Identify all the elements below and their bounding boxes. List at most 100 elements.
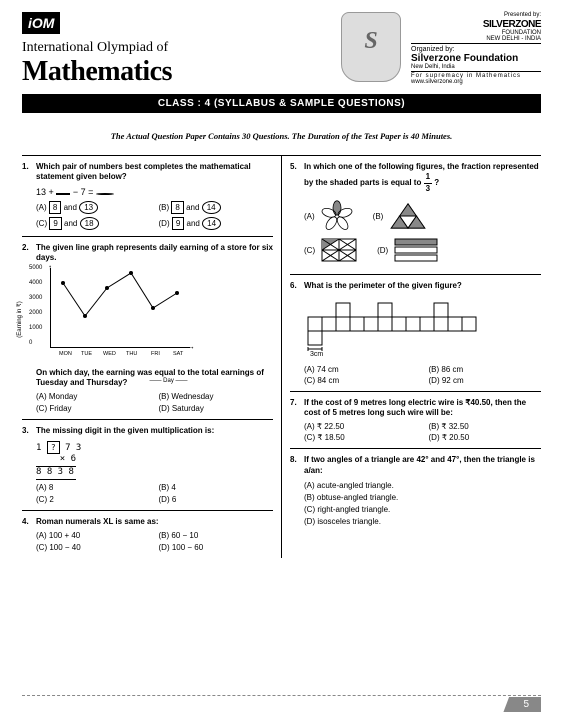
class-bar: CLASS : 4 (SYLLABUS & SAMPLE QUESTIONS) bbox=[22, 94, 541, 113]
q4-opt-c: (C) 100 − 40 bbox=[36, 543, 151, 552]
q7-opt-a: (A) ₹ 22.50 bbox=[304, 422, 417, 431]
q3-body: The missing digit in the given multiplic… bbox=[36, 426, 273, 503]
graph-ylabel: (Earning in ₹) bbox=[16, 301, 23, 338]
q8-options: (A) acute-angled triangle. (B) obtuse-an… bbox=[304, 480, 541, 528]
q8-number: 8. bbox=[290, 455, 304, 528]
logo-badge: iOM bbox=[22, 12, 60, 34]
q5-opt-c: (C) bbox=[304, 238, 357, 262]
graph-xlabel: —— Day —— bbox=[57, 378, 280, 384]
dim-label: 3cm bbox=[310, 351, 323, 357]
y-tick: 2000 bbox=[29, 310, 42, 316]
q5-row1: (A) (B) bbox=[304, 200, 541, 232]
q1-options: (A) 8 and 13 (B) 8 and 14 (C) 9 and 18 (… bbox=[36, 201, 273, 230]
q2-opt-a: (A) Monday bbox=[36, 392, 151, 401]
presented-label: Presented by: bbox=[411, 12, 541, 18]
question-1: 1. Which pair of numbers best completes … bbox=[22, 156, 273, 237]
q3-opt-c: (C) 2 bbox=[36, 495, 151, 504]
x-tick: WED bbox=[103, 351, 116, 357]
q7-options: (A) ₹ 22.50 (B) ₹ 32.50 (C) ₹ 18.50 (D) … bbox=[304, 422, 541, 442]
org-name: Silverzone Foundation bbox=[411, 53, 541, 64]
q7-opt-b: (B) ₹ 32.50 bbox=[429, 422, 542, 431]
notice-text: The Actual Question Paper Contains 30 Qu… bbox=[0, 131, 563, 141]
q1-body: Which pair of numbers best completes the… bbox=[36, 162, 273, 230]
q3-opt-a: (A) 8 bbox=[36, 483, 151, 492]
q6-body: What is the perimeter of the given figur… bbox=[304, 281, 541, 384]
header-top-row: iOM International Olympiad of Mathematic… bbox=[22, 12, 541, 88]
stripes-icon bbox=[394, 238, 438, 262]
q3-multiplication: 1 ? 7 3 × 6 8 8 3 8 bbox=[36, 441, 273, 480]
q2-options: (A) Monday (B) Wednesday (C) Friday (D) … bbox=[36, 392, 273, 413]
graph-polyline bbox=[51, 268, 190, 347]
silverzone-logo: SILVERZONE bbox=[411, 19, 541, 30]
q7-number: 7. bbox=[290, 398, 304, 443]
title-line1: International Olympiad of bbox=[22, 40, 331, 56]
q6-opt-d: (D) 92 cm bbox=[429, 376, 542, 385]
q3-options: (A) 8 (B) 4 (C) 2 (D) 6 bbox=[36, 483, 273, 504]
q2-text: The given line graph represents daily ea… bbox=[36, 243, 273, 264]
q1-number: 1. bbox=[22, 162, 36, 230]
q7-text: If the cost of 9 metres long electric wi… bbox=[304, 398, 541, 419]
q1-opt-a: (A) 8 and 13 bbox=[36, 201, 151, 214]
rect-split-icon bbox=[321, 238, 357, 262]
x-tick: MON bbox=[59, 351, 72, 357]
q5-row2: (C) (D) bbox=[304, 238, 541, 262]
q3-text: The missing digit in the given multiplic… bbox=[36, 426, 273, 436]
q4-opt-d: (D) 100 − 60 bbox=[159, 543, 274, 552]
column-left: 1. Which pair of numbers best completes … bbox=[22, 155, 281, 558]
x-tick: FRI bbox=[151, 351, 160, 357]
y-tick: 3000 bbox=[29, 295, 42, 301]
header-right: Presented by: SILVERZONE FOUNDATIONNEW D… bbox=[411, 12, 541, 85]
q8-opt-d: (D) isosceles triangle. bbox=[304, 516, 541, 528]
q6-opt-a: (A) 74 cm bbox=[304, 365, 417, 374]
q1-opt-c: (C) 9 and 18 bbox=[36, 217, 151, 230]
q1-opt-d: (D) 9 and 14 bbox=[159, 217, 274, 230]
page-number: 5 bbox=[503, 697, 541, 712]
q2-opt-b: (B) Wednesday bbox=[159, 392, 274, 401]
content: 1. Which pair of numbers best completes … bbox=[0, 155, 563, 558]
q5-number: 5. bbox=[290, 162, 304, 268]
q4-opt-b: (B) 60 − 10 bbox=[159, 531, 274, 540]
y-arrow-icon: ↑ bbox=[48, 263, 52, 272]
x-tick: SAT bbox=[173, 351, 183, 357]
q1-text: Which pair of numbers best completes the… bbox=[36, 162, 273, 183]
q1-expression: 13 + − 7 = bbox=[36, 187, 273, 197]
q7-body: If the cost of 9 metres long electric wi… bbox=[304, 398, 541, 443]
header: iOM International Olympiad of Mathematic… bbox=[0, 0, 563, 88]
flower-icon bbox=[321, 200, 353, 232]
q4-number: 4. bbox=[22, 517, 36, 552]
q2-opt-c: (C) Friday bbox=[36, 404, 151, 413]
perimeter-figure: 3cm bbox=[304, 302, 504, 357]
q7-opt-d: (D) ₹ 20.50 bbox=[429, 433, 542, 442]
x-tick: TUE bbox=[81, 351, 92, 357]
header-left: iOM International Olympiad of Mathematic… bbox=[22, 12, 331, 88]
y-tick: 1000 bbox=[29, 325, 42, 331]
title-line2: Mathematics bbox=[22, 56, 331, 88]
q6-text: What is the perimeter of the given figur… bbox=[304, 281, 541, 291]
question-8: 8. If two angles of a triangle are 42° a… bbox=[290, 449, 541, 534]
foundation-label: FOUNDATIONNEW DELHI - INDIA bbox=[411, 30, 541, 44]
organized-label: Organized by: bbox=[411, 46, 541, 53]
q8-opt-c: (C) right-angled triangle. bbox=[304, 504, 541, 516]
q4-opt-a: (A) 100 + 40 bbox=[36, 531, 151, 540]
q3-number: 3. bbox=[22, 426, 36, 503]
q1-opt-b: (B) 8 and 14 bbox=[159, 201, 274, 214]
column-right: 5. In which one of the following figures… bbox=[281, 155, 541, 558]
question-2: 2. The given line graph represents daily… bbox=[22, 237, 273, 421]
q3-opt-d: (D) 6 bbox=[159, 495, 274, 504]
x-tick: THU bbox=[126, 351, 137, 357]
q6-opt-c: (C) 84 cm bbox=[304, 376, 417, 385]
q6-opt-b: (B) 86 cm bbox=[429, 365, 542, 374]
q4-body: Roman numerals XL is same as: (A) 100 + … bbox=[36, 517, 273, 552]
q6-number: 6. bbox=[290, 281, 304, 384]
triangle-icon bbox=[389, 202, 427, 230]
q2-body: The given line graph represents daily ea… bbox=[36, 243, 273, 414]
q5-body: In which one of the following figures, t… bbox=[304, 162, 541, 268]
q5-text: In which one of the following figures, t… bbox=[304, 162, 541, 194]
q5-opt-d: (D) bbox=[377, 238, 438, 262]
q7-opt-c: (C) ₹ 18.50 bbox=[304, 433, 417, 442]
q8-body: If two angles of a triangle are 42° and … bbox=[304, 455, 541, 528]
org-location: New Delhi, India bbox=[411, 64, 541, 72]
question-5: 5. In which one of the following figures… bbox=[290, 156, 541, 275]
line-graph: 5000 4000 3000 2000 1000 0 MON TUE WED T… bbox=[50, 268, 190, 348]
y-tick: 4000 bbox=[29, 280, 42, 286]
